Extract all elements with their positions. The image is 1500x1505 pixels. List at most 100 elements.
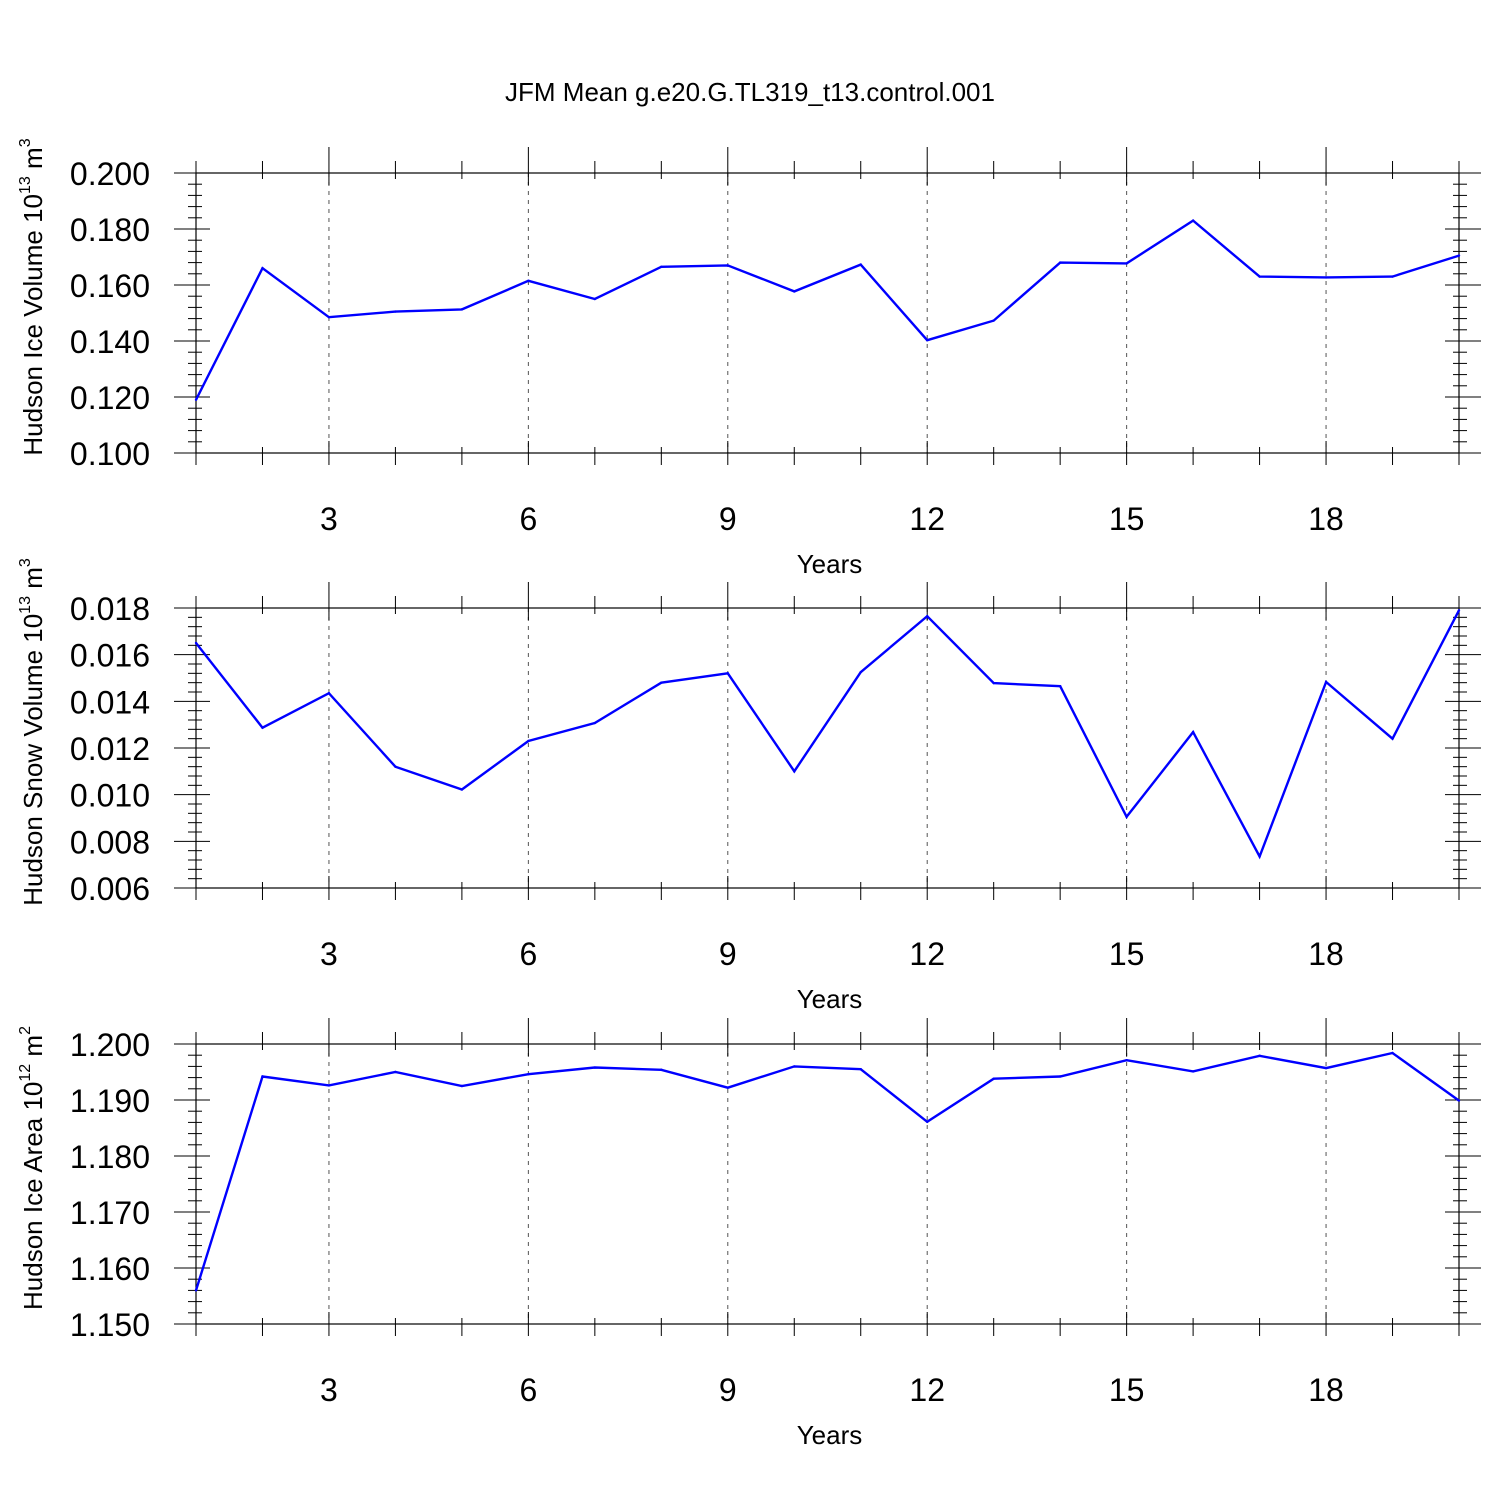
data-point — [660, 1068, 663, 1071]
x-axis-title: Years — [797, 984, 863, 1014]
y-axis-title-part: m — [18, 567, 48, 596]
y-axis-title-part: Hudson Snow Volume 10 — [18, 614, 48, 906]
data-point — [1191, 730, 1195, 734]
x-tick-label: 15 — [1109, 936, 1145, 972]
x-tick-label: 15 — [1109, 501, 1145, 537]
data-point — [859, 1068, 862, 1071]
y-axis-title-part: Hudson Ice Volume 10 — [18, 194, 48, 456]
data-point — [1457, 609, 1461, 612]
data-point — [1191, 219, 1195, 222]
data-point — [327, 691, 331, 695]
data-point — [1324, 1066, 1328, 1070]
x-tick-label: 3 — [320, 501, 338, 537]
data-point — [527, 739, 530, 743]
y-tick-label: 1.150 — [70, 1307, 150, 1343]
data-point — [261, 1075, 264, 1078]
x-axis-title: Years — [797, 549, 863, 579]
data-point — [992, 681, 995, 685]
data-point — [194, 398, 198, 401]
data-point — [992, 319, 995, 322]
x-tick-label: 15 — [1109, 1372, 1145, 1408]
y-tick-label: 0.200 — [70, 156, 150, 192]
x-tick-label: 9 — [719, 936, 737, 972]
data-point — [726, 672, 729, 675]
x-tick-label: 3 — [320, 936, 338, 972]
y-tick-label: 0.008 — [70, 824, 150, 860]
y-axis-title-superscript: 13 — [17, 596, 34, 614]
data-point — [726, 264, 729, 267]
y-tick-label: 1.180 — [70, 1139, 150, 1175]
y-tick-label: 1.200 — [70, 1027, 150, 1063]
data-point — [1125, 1059, 1128, 1062]
data-point — [460, 308, 464, 311]
y-axis-title: Hudson Ice Area 1012 m2 — [17, 1026, 48, 1310]
data-point — [1191, 1070, 1195, 1073]
plot-frame — [195, 172, 1460, 454]
data-point — [194, 641, 198, 645]
panel-ice-volume: 3 6 9 12 15 18 Years 0.100 0.120 0.140 0.160 0.180 0… — [17, 138, 1481, 579]
y-tick-label: 0.016 — [70, 638, 150, 674]
y-tick-label: 0.012 — [70, 731, 150, 767]
data-point — [926, 614, 929, 618]
data-point — [593, 721, 597, 725]
x-tick-label: 12 — [909, 501, 945, 537]
y-tick-label: 1.190 — [70, 1083, 150, 1119]
data-point — [660, 265, 663, 268]
x-tick-label: 9 — [719, 1372, 737, 1408]
y-tick-label: 0.180 — [70, 212, 150, 248]
data-point — [194, 1289, 198, 1292]
y-tick-label: 0.006 — [70, 871, 150, 907]
x-tick-label: 9 — [719, 501, 737, 537]
y-tick-label: 0.140 — [70, 324, 150, 360]
data-point — [1058, 261, 1062, 264]
y-axis-title: Hudson Snow Volume 1013 m3 — [17, 558, 48, 906]
data-point — [1457, 1099, 1461, 1102]
y-axis-title-superscript: 2 — [17, 1026, 34, 1035]
y-tick-label: 0.160 — [70, 268, 150, 304]
series-line-snow-volume — [195, 609, 1461, 860]
x-tick-label: 18 — [1308, 936, 1344, 972]
data-point — [859, 670, 862, 674]
data-point — [660, 681, 663, 684]
y-tick-label: 0.014 — [70, 684, 150, 720]
x-axis-title: Years — [797, 1420, 863, 1450]
x-tick-label: 12 — [909, 1372, 945, 1408]
data-point — [593, 1066, 597, 1069]
y-axis-title-superscript: 12 — [17, 1064, 34, 1082]
y-tick-label: 0.018 — [70, 591, 150, 627]
y-axis-title: Hudson Ice Volume 1013 m3 — [17, 138, 48, 455]
data-point — [859, 263, 862, 266]
series-line-ice-volume — [194, 219, 1460, 401]
data-point — [460, 1084, 464, 1088]
data-point — [1391, 1051, 1394, 1055]
data-point — [926, 1120, 929, 1124]
data-point — [460, 788, 464, 791]
plot-frame — [195, 1043, 1460, 1325]
data-point — [1391, 737, 1394, 740]
data-point — [726, 1086, 729, 1089]
panel-ice-area: 3 6 9 12 15 18 Years 1.150 1.160 1.170 1.180 1.190 1… — [17, 1018, 1481, 1450]
data-point — [261, 267, 264, 270]
data-point — [1258, 855, 1261, 858]
plot-frame — [195, 607, 1460, 889]
y-tick-label: 0.120 — [70, 380, 150, 416]
y-tick-label: 0.100 — [70, 436, 150, 472]
y-axis-title-part: Hudson Ice Area 10 — [18, 1082, 48, 1310]
x-tick-label: 3 — [320, 1372, 338, 1408]
data-point — [1324, 680, 1328, 684]
data-point — [1258, 1054, 1261, 1057]
panel-snow-volume: 3 6 9 12 15 18 Years 0.006 0.008 0.010 0.012 0.014 0… — [17, 558, 1481, 1014]
data-point — [394, 1070, 397, 1074]
data-point — [261, 726, 264, 729]
data-point — [1125, 815, 1128, 819]
x-tick-label: 6 — [519, 936, 537, 972]
y-axis-title-superscript: 3 — [17, 138, 34, 147]
data-point — [1391, 275, 1394, 278]
data-point — [593, 297, 597, 301]
chart-title: JFM Mean g.e20.G.TL319_t13.control.001 — [505, 77, 995, 107]
data-point — [527, 279, 530, 282]
x-tick-label: 18 — [1308, 501, 1344, 537]
data-point — [327, 316, 331, 319]
